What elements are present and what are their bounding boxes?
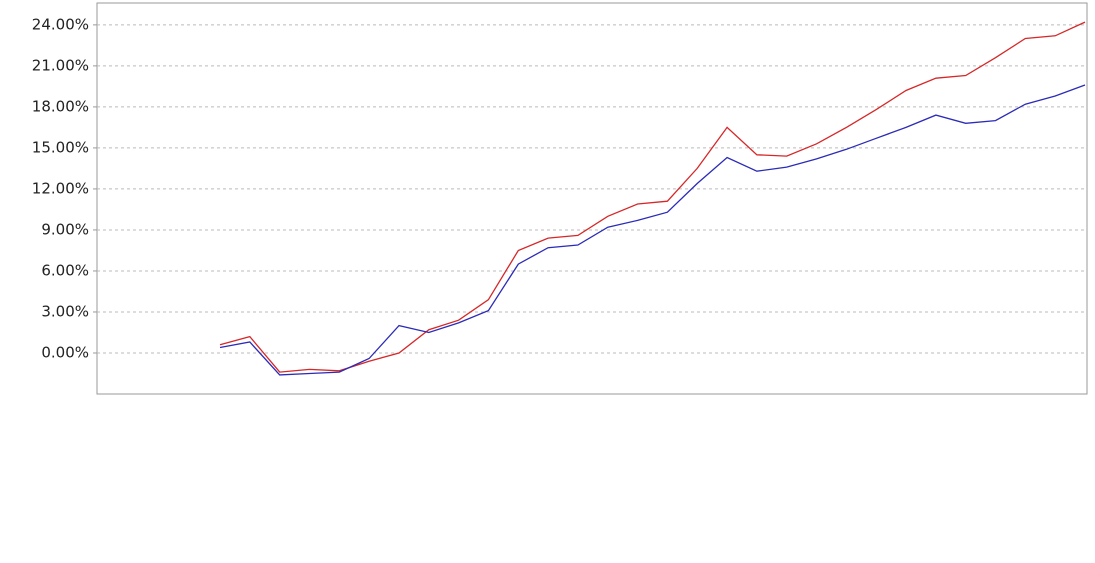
- y-tick-label: 21.00%: [32, 56, 89, 74]
- y-tick-label: 18.00%: [32, 97, 89, 115]
- y-tick-label: 6.00%: [41, 261, 89, 279]
- series-line: [219, 21, 1086, 373]
- y-tick-label: 9.00%: [41, 220, 89, 238]
- series-line: [219, 84, 1086, 376]
- y-tick-label: 24.00%: [32, 15, 89, 33]
- y-tick-label: 0.00%: [41, 343, 89, 361]
- plot-frame: [96, 2, 1088, 395]
- y-tick-label: 15.00%: [32, 138, 89, 156]
- y-tick-label: 12.00%: [32, 179, 89, 197]
- y-tick-label: 3.00%: [41, 302, 89, 320]
